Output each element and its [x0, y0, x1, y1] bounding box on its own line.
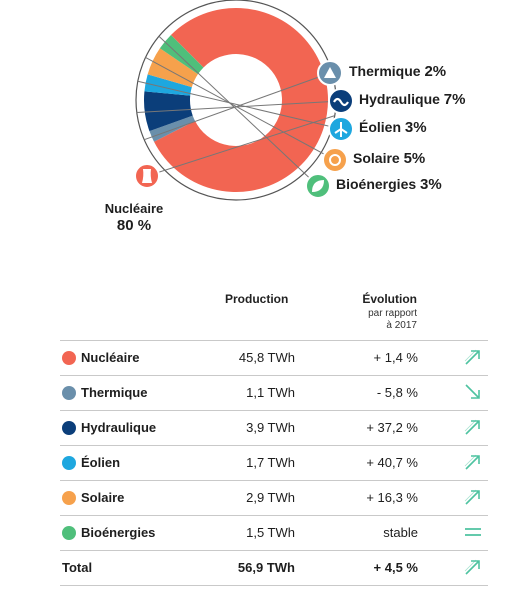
table-row: Éolien 1,7 TWh + 40,7 %	[60, 445, 488, 480]
legend-name: Thermique	[349, 63, 421, 79]
production-table: Production Évolution par rapport à 2017 …	[60, 274, 488, 586]
trend-up-icon	[464, 559, 480, 575]
legend-label-3: Éolien 3%	[359, 119, 427, 136]
table-row: Hydraulique 3,9 TWh + 37,2 %	[60, 410, 488, 445]
donut-slice-4	[147, 48, 198, 88]
total-evolution: + 4,5 %	[373, 560, 418, 575]
wave-icon	[62, 420, 76, 435]
donut-slice-0	[154, 7, 329, 192]
row-name: Hydraulique	[62, 420, 156, 435]
nuclear-plant-icon	[62, 350, 76, 365]
total-production: 56,9 TWh	[237, 560, 295, 575]
row-evolution: stable	[383, 525, 418, 540]
row-name: Solaire	[62, 490, 124, 505]
table-row: Nucléaire 45,8 TWh + 1,4 %	[60, 340, 488, 375]
label-nucleaire: Nucléaire 80 %	[96, 200, 172, 234]
trend-stable-icon	[465, 528, 481, 536]
row-name: Éolien	[62, 455, 120, 470]
sun-icon	[62, 490, 76, 505]
col-evolution-sub2: à 2017	[386, 320, 417, 331]
row-evolution: + 1,4 %	[373, 350, 418, 365]
label-nucleaire-name: Nucléaire	[104, 201, 164, 216]
legend-label-5: Bioénergies 3%	[336, 176, 442, 193]
row-name-label: Bioénergies	[81, 525, 156, 540]
leaf-icon	[62, 525, 76, 540]
legend-name: Solaire	[353, 150, 400, 166]
connector-2	[136, 100, 342, 114]
row-name-label: Hydraulique	[81, 420, 157, 435]
col-evolution-header: Évolution	[362, 292, 417, 306]
legend-name: Bioénergies	[336, 176, 417, 192]
donut-slice-2	[144, 91, 193, 132]
total-label: Total	[62, 560, 93, 575]
wind-turbine-icon	[334, 122, 348, 137]
legend-name: Éolien	[359, 119, 402, 135]
legend-name: Hydraulique	[359, 91, 440, 107]
label-nucleaire-pct: 80 %	[116, 217, 152, 234]
connector-1	[144, 72, 331, 141]
wind-turbine-icon	[62, 455, 76, 470]
row-production: 45,8 TWh	[238, 350, 295, 365]
legend-bubble-4	[322, 147, 348, 173]
row-name-label: Thermique	[81, 385, 148, 400]
legend-label-1: Thermique 2%	[349, 63, 446, 80]
row-evolution: + 16,3 %	[366, 490, 418, 505]
col-evolution-sub1: par rapport	[368, 308, 417, 319]
legend-pct: 3%	[420, 176, 442, 193]
row-evolution: + 37,2 %	[366, 420, 418, 435]
legend-pct: 2%	[424, 63, 447, 80]
trend-down-icon	[465, 384, 480, 399]
row-name-label: Solaire	[81, 490, 125, 505]
connector-0	[146, 115, 335, 177]
leaf-icon	[312, 180, 324, 192]
col-evolution-subheader: par rapport à 2017	[368, 308, 417, 332]
donut-slice-1	[149, 115, 196, 142]
trend-up-icon	[464, 419, 480, 435]
legend-pct: 7%	[443, 91, 466, 108]
table-header: Production Évolution par rapport à 2017	[60, 274, 488, 340]
connector-4	[145, 56, 336, 161]
legend-pct: 5%	[403, 150, 426, 167]
connector-3	[137, 80, 342, 130]
row-name: Bioénergies	[62, 525, 155, 540]
triangle-flame-icon	[62, 385, 76, 400]
wave-icon	[333, 97, 349, 107]
row-name: Thermique	[62, 385, 147, 400]
row-evolution: + 40,7 %	[366, 455, 418, 470]
donut-slice-3	[144, 74, 192, 96]
legend-label-2: Hydraulique 7%	[359, 91, 465, 108]
trend-up-icon	[464, 454, 480, 470]
table-row: Bioénergies 1,5 TWh stable	[60, 515, 488, 550]
legend-pct: 3%	[404, 119, 427, 136]
row-production: 1,7 TWh	[246, 455, 295, 470]
triangle-flame-icon	[324, 67, 336, 78]
connector-5	[158, 35, 319, 187]
table-total-row: Total 56,9 TWh + 4,5 %	[60, 550, 488, 586]
row-production: 1,1 TWh	[246, 385, 295, 400]
col-production-header: Production	[225, 292, 289, 306]
row-evolution: - 5,8 %	[376, 385, 418, 400]
row-name-label: Éolien	[81, 455, 121, 470]
trend-up-icon	[464, 349, 480, 365]
donut-slice-5	[159, 34, 204, 75]
row-production: 1,5 TWh	[246, 525, 295, 540]
row-production: 3,9 TWh	[246, 420, 295, 435]
trend-up-icon	[464, 489, 480, 505]
nuclear-plant-icon	[142, 169, 152, 183]
row-production: 2,9 TWh	[246, 490, 295, 505]
legend-label-4: Solaire 5%	[353, 150, 425, 167]
donut-chart	[134, 0, 354, 201]
row-name-label: Nucléaire	[81, 350, 140, 365]
sun-icon	[329, 154, 341, 166]
table-row: Solaire 2,9 TWh + 16,3 %	[60, 480, 488, 515]
row-name: Nucléaire	[62, 350, 140, 365]
table-row: Thermique 1,1 TWh - 5,8 %	[60, 375, 488, 410]
